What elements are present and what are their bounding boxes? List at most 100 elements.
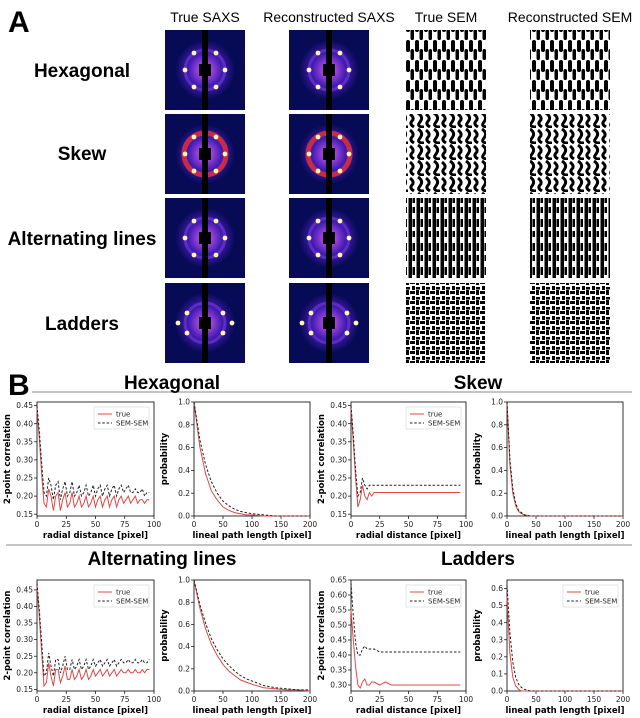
image-grid <box>165 30 610 363</box>
y-tick-label: 0.15 <box>330 510 347 519</box>
legend-label: SEM-SEM <box>428 420 460 428</box>
y-tick-label: 0.30 <box>16 635 33 644</box>
x-tick-label: 75 <box>432 695 442 704</box>
y-tick-label: 0.45 <box>330 401 347 410</box>
y-axis-label: probability <box>473 609 483 662</box>
series-line-true <box>193 579 311 692</box>
x-tick-label: 100 <box>147 695 162 704</box>
x-tick-label: 200 <box>303 520 318 529</box>
x-tick-label: 200 <box>616 520 631 529</box>
x-axis-label: lineal path length [pixel] <box>506 706 625 716</box>
x-axis-label: lineal path length [pixel] <box>193 531 312 541</box>
image-r4-c3 <box>406 283 486 363</box>
y-tick-label: 0.8 <box>491 420 503 429</box>
chart-1: 0 25 50 75 100 0.15 0.20 0.25 0.30 0.35 0.40 0.45 ra… <box>3 401 161 541</box>
series-line-true <box>36 586 150 688</box>
x-tick-label: 0 <box>35 695 40 704</box>
x-tick-label: 75 <box>432 520 442 529</box>
x-tick-label: 75 <box>120 520 130 529</box>
y-tick-label: 0.0 <box>178 512 190 521</box>
y-tick-label: 0.45 <box>16 401 33 410</box>
y-tick-label: 0.20 <box>16 492 33 501</box>
panel-b-letter: B <box>8 369 30 402</box>
x-axis-label: lineal path length [pixel] <box>193 706 312 716</box>
y-tick-label: 0.0 <box>491 512 503 521</box>
legend-label: true <box>428 589 442 597</box>
y-tick-label: 0.65 <box>330 576 347 585</box>
chart-4: 0 50 100 150 200 0.0 0.2 0.4 0.6 0.8 1.0 lineal pat… <box>473 398 630 541</box>
row-label-skew: Skew <box>58 144 107 165</box>
y-tick-label: 0.15 <box>16 510 33 519</box>
chart-2: 0 50 100 150 200 0.0 0.2 0.4 0.6 0.8 1.0 lineal pat… <box>160 398 317 541</box>
image-r2-c3 <box>406 114 486 194</box>
legend-label: true <box>585 589 599 597</box>
image-r1-c2 <box>289 30 369 110</box>
image-r3-c4 <box>530 198 610 278</box>
x-tick-label: 100 <box>147 520 162 529</box>
y-tick-label: 0.40 <box>330 651 347 660</box>
x-tick-label: 100 <box>459 695 474 704</box>
y-tick-label: 0.5 <box>491 601 503 610</box>
y-tick-label: 0.45 <box>330 636 347 645</box>
group-title-ladders: Ladders <box>441 549 515 570</box>
x-tick-label: 150 <box>587 520 602 529</box>
x-tick-label: 25 <box>61 520 71 529</box>
chart-6: 0 50 100 150 200 0.0 0.2 0.4 0.6 0.8 1.0 lineal pat… <box>160 576 317 716</box>
x-tick-label: 25 <box>61 695 71 704</box>
y-tick-label: 0.3 <box>491 635 503 644</box>
y-tick-label: 0.35 <box>16 437 33 446</box>
image-r3-c1 <box>165 198 245 278</box>
x-tick-label: 200 <box>303 695 318 704</box>
series-line-true <box>350 409 461 508</box>
y-tick-label: 0.40 <box>330 419 347 428</box>
series-line-sem-sem <box>193 401 310 517</box>
x-tick-label: 50 <box>91 520 101 529</box>
col-header-true-saxs: True SAXS <box>170 9 240 25</box>
x-tick-label: 150 <box>274 520 289 529</box>
y-tick-label: 0.25 <box>16 474 33 483</box>
x-tick-label: 50 <box>218 695 228 704</box>
y-tick-label: 0.0 <box>491 687 503 696</box>
series-line-sem-sem <box>193 579 310 691</box>
charts: 0 25 50 75 1000.150.200.250.300.350.400.45ra… <box>3 398 630 716</box>
legend-label: SEM-SEM <box>585 598 617 606</box>
x-tick-label: 150 <box>587 695 602 704</box>
y-axis-label: 2-point correlation <box>3 591 13 681</box>
col-header-true-sem: True SEM <box>415 9 478 25</box>
group-title-skew: Skew <box>454 373 503 394</box>
x-tick-label: 100 <box>459 520 474 529</box>
x-axis-label: radial distance [pixel] <box>43 706 148 716</box>
y-tick-label: 0.35 <box>16 619 33 628</box>
y-tick-label: 0.0 <box>178 687 190 696</box>
y-tick-label: 0.4 <box>178 642 190 651</box>
col-header-reconstructed-sem: Reconstructed SEM <box>508 9 633 25</box>
y-tick-label: 0.6 <box>491 584 503 593</box>
plot-area <box>506 401 624 517</box>
y-tick-label: 0.2 <box>491 652 503 661</box>
plot-area <box>193 401 311 517</box>
x-tick-label: 25 <box>375 695 385 704</box>
series-line-sem-sem <box>36 583 150 678</box>
x-tick-label: 0 <box>192 520 197 529</box>
y-tick-label: 0.35 <box>330 666 347 675</box>
x-axis-label: radial distance [pixel] <box>43 531 148 541</box>
row-label-hexagonal: Hexagonal <box>34 61 130 82</box>
chart-8: 0 50 100 150 200 0.0 0.1 0.2 0.3 0.4 0.5 0.6 lineal … <box>473 579 630 716</box>
y-tick-label: 0.60 <box>330 591 347 600</box>
group-title-hexagonal: Hexagonal <box>124 373 220 394</box>
y-tick-label: 0.8 <box>178 420 190 429</box>
legend-label: true <box>116 411 130 419</box>
image-r1-c3 <box>406 30 486 110</box>
chart-3: 0 25 50 75 100 0.15 0.20 0.25 0.30 0.35 0.40 0.45 ra… <box>317 401 473 541</box>
x-tick-label: 50 <box>531 695 541 704</box>
legend-label: SEM-SEM <box>116 598 148 606</box>
y-tick-label: 1.0 <box>178 398 190 407</box>
y-tick-label: 0.45 <box>16 586 33 595</box>
image-r1-c4 <box>530 30 610 110</box>
y-tick-label: 0.4 <box>491 466 503 475</box>
x-tick-label: 0 <box>505 520 510 529</box>
series-line-sem-sem <box>36 405 150 500</box>
x-tick-label: 50 <box>218 520 228 529</box>
image-r3-c3 <box>406 198 486 278</box>
x-tick-label: 50 <box>91 695 101 704</box>
